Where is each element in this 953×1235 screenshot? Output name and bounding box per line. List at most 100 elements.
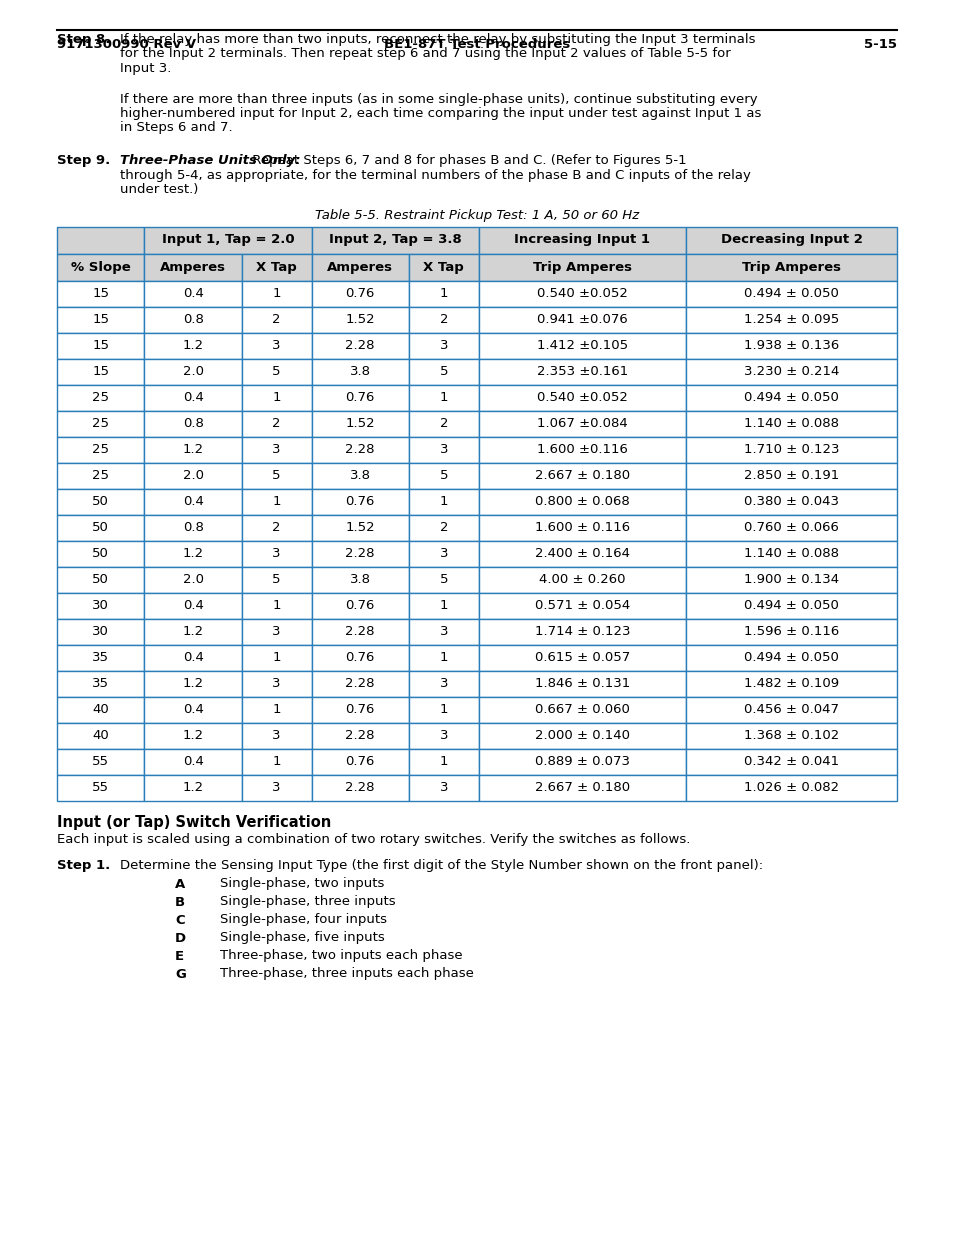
Text: 1.067 ±0.084: 1.067 ±0.084 [537,417,627,430]
Bar [409,748,478,774]
Bar [478,697,685,722]
Bar [241,332,312,358]
Text: 1.2: 1.2 [182,338,203,352]
Bar [57,722,144,748]
Text: 1.52: 1.52 [345,312,375,326]
Text: 1.52: 1.52 [345,521,375,534]
Bar [57,358,144,384]
Bar [57,515,144,541]
Bar [409,515,478,541]
Bar [312,332,409,358]
Text: 2.353 ±0.161: 2.353 ±0.161 [537,366,627,378]
Text: for the Input 2 terminals. Then repeat step 6 and 7 using the Input 2 values of : for the Input 2 terminals. Then repeat s… [120,47,730,61]
Text: in Steps 6 and 7.: in Steps 6 and 7. [120,121,233,135]
Bar [144,410,241,436]
Bar [312,489,409,515]
Text: C: C [174,914,185,926]
Bar [409,306,478,332]
Text: 2.0: 2.0 [182,366,203,378]
Bar [241,748,312,774]
Text: 1: 1 [439,391,448,404]
Bar [409,567,478,593]
Text: 1: 1 [273,703,280,716]
Bar [312,774,409,800]
Text: Trip Amperes: Trip Amperes [533,261,631,273]
Text: 40: 40 [92,703,109,716]
Text: 9171300990 Rev V: 9171300990 Rev V [57,38,196,51]
Text: 3: 3 [439,677,448,690]
Text: Amperes: Amperes [327,261,393,273]
Bar [241,253,312,280]
Text: 2.0: 2.0 [182,469,203,482]
Bar [144,567,241,593]
Bar [57,253,144,280]
Text: 0.8: 0.8 [182,521,203,534]
Bar [312,567,409,593]
Text: D: D [174,931,186,945]
Text: 2.28: 2.28 [345,677,375,690]
Bar [409,593,478,619]
Bar [685,722,896,748]
Bar [241,489,312,515]
Text: 2.667 ± 0.180: 2.667 ± 0.180 [535,469,629,482]
Bar [409,489,478,515]
Text: Increasing Input 1: Increasing Input 1 [514,233,650,247]
Bar [57,384,144,410]
Bar [478,410,685,436]
Text: 35: 35 [92,651,109,664]
Bar [478,332,685,358]
Bar [241,436,312,462]
Text: Input (or Tap) Switch Verification: Input (or Tap) Switch Verification [57,815,331,830]
Bar [409,332,478,358]
Text: 3: 3 [273,677,280,690]
Text: 5: 5 [273,366,280,378]
Text: 1.846 ± 0.131: 1.846 ± 0.131 [535,677,629,690]
Text: 1: 1 [273,651,280,664]
Bar [685,515,896,541]
Text: 5: 5 [273,469,280,482]
Text: 3: 3 [439,781,448,794]
Text: 1: 1 [439,495,448,508]
Text: 50: 50 [92,573,109,585]
Bar [409,645,478,671]
Bar [57,619,144,645]
Text: 0.494 ± 0.050: 0.494 ± 0.050 [743,599,838,613]
Bar [144,253,241,280]
Text: 2.0: 2.0 [182,573,203,585]
Bar [409,619,478,645]
Text: 2.000 ± 0.140: 2.000 ± 0.140 [535,729,629,742]
Bar [144,671,241,697]
Text: X Tap: X Tap [256,261,296,273]
Bar [478,515,685,541]
Text: 0.494 ± 0.050: 0.494 ± 0.050 [743,651,838,664]
Text: 0.4: 0.4 [182,599,203,613]
Text: 0.4: 0.4 [182,495,203,508]
Text: 1.2: 1.2 [182,781,203,794]
Bar [241,774,312,800]
Text: 2.28: 2.28 [345,443,375,456]
Bar [685,436,896,462]
Text: 1: 1 [439,599,448,613]
Bar [241,697,312,722]
Text: 1.254 ± 0.095: 1.254 ± 0.095 [743,312,839,326]
Text: 0.4: 0.4 [182,391,203,404]
Text: 3: 3 [439,547,448,559]
Bar [685,253,896,280]
Text: 3.8: 3.8 [350,573,371,585]
Text: Single-phase, four inputs: Single-phase, four inputs [220,914,387,926]
Text: Input 3.: Input 3. [120,62,172,75]
Bar [478,567,685,593]
Bar [144,619,241,645]
Text: 1.2: 1.2 [182,729,203,742]
Bar [57,567,144,593]
Text: Step 8.: Step 8. [57,33,111,46]
Bar [685,567,896,593]
Text: higher-numbered input for Input 2, each time comparing the input under test agai: higher-numbered input for Input 2, each … [120,107,760,120]
Text: 1.140 ± 0.088: 1.140 ± 0.088 [743,417,839,430]
Text: 0.76: 0.76 [345,651,375,664]
Text: B: B [174,895,185,909]
Bar [312,253,409,280]
Text: Three-phase, two inputs each phase: Three-phase, two inputs each phase [220,950,462,962]
Bar [144,489,241,515]
Bar [312,541,409,567]
